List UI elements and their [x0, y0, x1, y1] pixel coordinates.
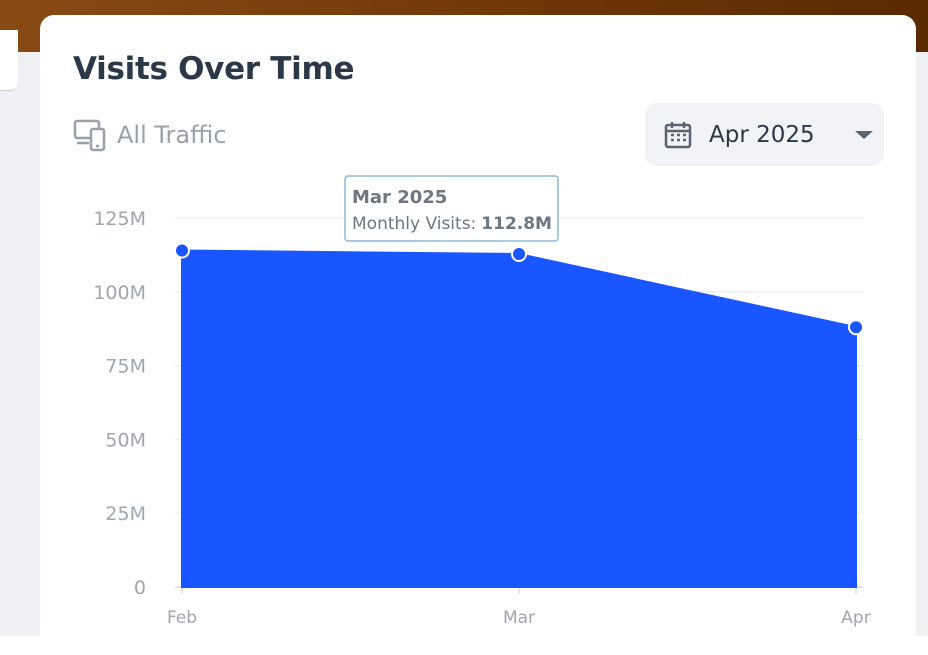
tooltip: Mar 2025 Monthly Visits: 112.8M: [344, 175, 559, 242]
side-panel: [0, 30, 18, 91]
y-tick-label: 125M: [93, 208, 146, 230]
tooltip-value: 112.8M: [481, 214, 552, 234]
card-title: Visits Over Time: [73, 51, 355, 87]
period-label: Apr 2025: [709, 121, 815, 148]
dropdown-caret: [854, 130, 873, 139]
x-tick-label: Feb: [167, 608, 197, 628]
y-tick-label: 75M: [105, 356, 146, 378]
data-point: [174, 242, 190, 259]
calendar-icon: [664, 121, 692, 148]
area: [181, 249, 857, 588]
tooltip-title: Mar 2025: [352, 187, 447, 208]
tooltip-body: Monthly Visits: 112.8M: [352, 214, 552, 234]
y-tick-label: 50M: [105, 429, 146, 451]
period-dropdown[interactable]: Apr 2025: [645, 103, 884, 166]
traffic-label: All Traffic: [117, 121, 227, 149]
chart: 0 25M 50M 75M 100M 125M Feb Mar Apr Mar 2025 Month…: [93, 175, 871, 628]
devices-icon: [73, 119, 106, 152]
x-tick-label: Apr: [841, 608, 870, 628]
tooltip-box: [344, 175, 559, 242]
data-point: [511, 246, 527, 263]
tooltip-label: Monthly Visits:: [352, 214, 476, 234]
y-tick-label: 100M: [93, 282, 146, 304]
data-point: [848, 319, 864, 336]
y-tick-label: 25M: [105, 503, 146, 525]
x-tick-label: Mar: [503, 608, 535, 628]
traffic-filter[interactable]: All Traffic: [73, 117, 227, 153]
y-tick-label: 0: [134, 577, 146, 599]
